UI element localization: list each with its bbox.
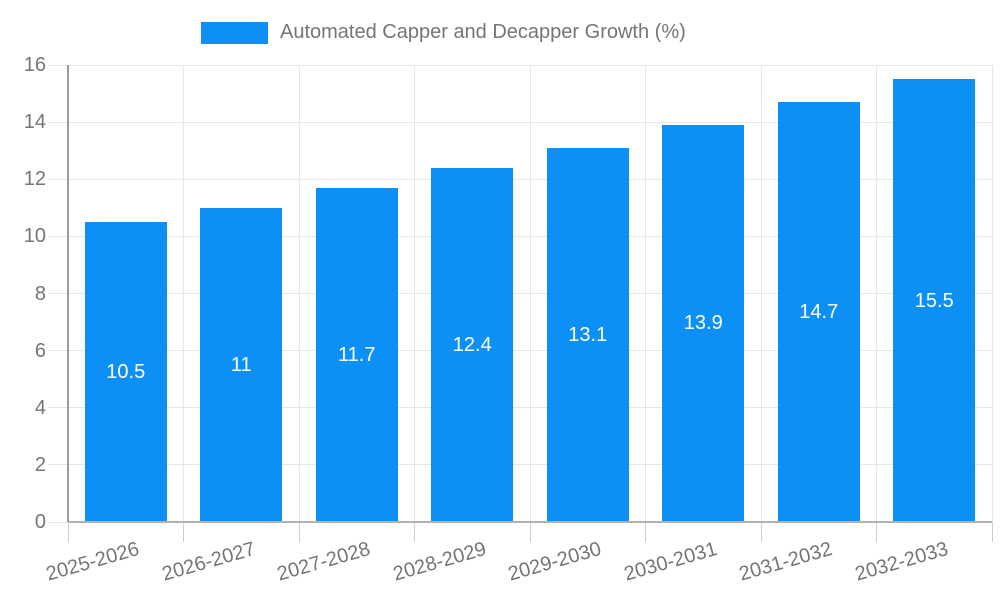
legend-swatch [201, 21, 268, 44]
x-tick [298, 522, 300, 542]
y-axis-tick-label: 16 [23, 54, 46, 76]
bar-value-label: 11 [230, 353, 252, 376]
x-tick [760, 522, 762, 542]
y-gridline [48, 464, 992, 466]
x-axis-tick-label: 2031-2032 [736, 538, 835, 586]
x-tick [183, 522, 184, 542]
y-tick [48, 521, 68, 523]
y-gridline [48, 350, 992, 352]
y-axis-line [67, 65, 69, 522]
x-axis-tick-label: 2026-2027 [159, 538, 258, 586]
x-tick [991, 522, 993, 542]
x-tick [67, 522, 69, 542]
y-gridline [48, 235, 992, 237]
x-gridline [414, 65, 415, 522]
y-gridline [48, 64, 992, 66]
bar-value-label: 15.5 [914, 289, 954, 312]
x-axis-baseline [68, 521, 992, 523]
bar-value-label: 12.4 [452, 333, 492, 356]
y-gridline [48, 293, 992, 294]
x-gridline [760, 65, 762, 522]
x-axis-tick-label: 2032-2033 [852, 538, 951, 586]
legend-label: Automated Capper and Decapper Growth (%) [280, 21, 686, 43]
bar-value-label: 10.5 [106, 361, 146, 384]
x-axis-tick-label: 2025-2026 [43, 538, 142, 586]
y-axis-tick-label: 2 [34, 453, 46, 476]
bar[interactable] [84, 222, 167, 522]
x-gridline [298, 65, 300, 522]
y-axis-tick-label: 0 [34, 511, 46, 533]
bar[interactable] [431, 167, 514, 522]
bar-value-label: 13.9 [683, 312, 723, 335]
bar[interactable] [315, 187, 398, 522]
y-axis-tick-label: 12 [23, 168, 46, 191]
y-axis-tick-label: 4 [34, 396, 46, 419]
x-axis-tick-label: 2029-2030 [505, 538, 604, 586]
x-gridline [183, 65, 184, 522]
y-gridline [48, 407, 992, 409]
bar[interactable] [662, 124, 745, 522]
x-gridline [529, 65, 531, 522]
y-axis-tick-label: 8 [34, 282, 46, 305]
bar-value-label: 13.1 [568, 323, 608, 346]
y-axis-tick-label: 6 [34, 339, 46, 362]
x-tick [645, 522, 646, 542]
x-axis-tick-label: 2030-2031 [621, 538, 720, 586]
bar-value-label: 11.7 [338, 343, 376, 366]
bar[interactable] [200, 207, 283, 522]
bar[interactable] [546, 147, 629, 522]
y-axis-tick-label: 14 [23, 111, 46, 134]
x-axis-tick-label: 2028-2029 [390, 538, 489, 586]
bar[interactable] [893, 79, 976, 522]
x-tick [529, 522, 531, 542]
y-axis-tick-label: 10 [23, 225, 46, 248]
legend: Automated Capper and Decapper Growth (%) [201, 21, 686, 44]
bar-value-label: 14.7 [799, 301, 839, 324]
x-gridline [991, 65, 993, 522]
x-gridline [876, 65, 877, 522]
bar[interactable] [777, 102, 860, 522]
y-gridline [48, 121, 992, 123]
x-tick [876, 522, 877, 542]
x-tick [414, 522, 415, 542]
y-gridline [48, 178, 992, 180]
x-gridline [645, 65, 646, 522]
x-axis-tick-label: 2027-2028 [274, 538, 373, 586]
